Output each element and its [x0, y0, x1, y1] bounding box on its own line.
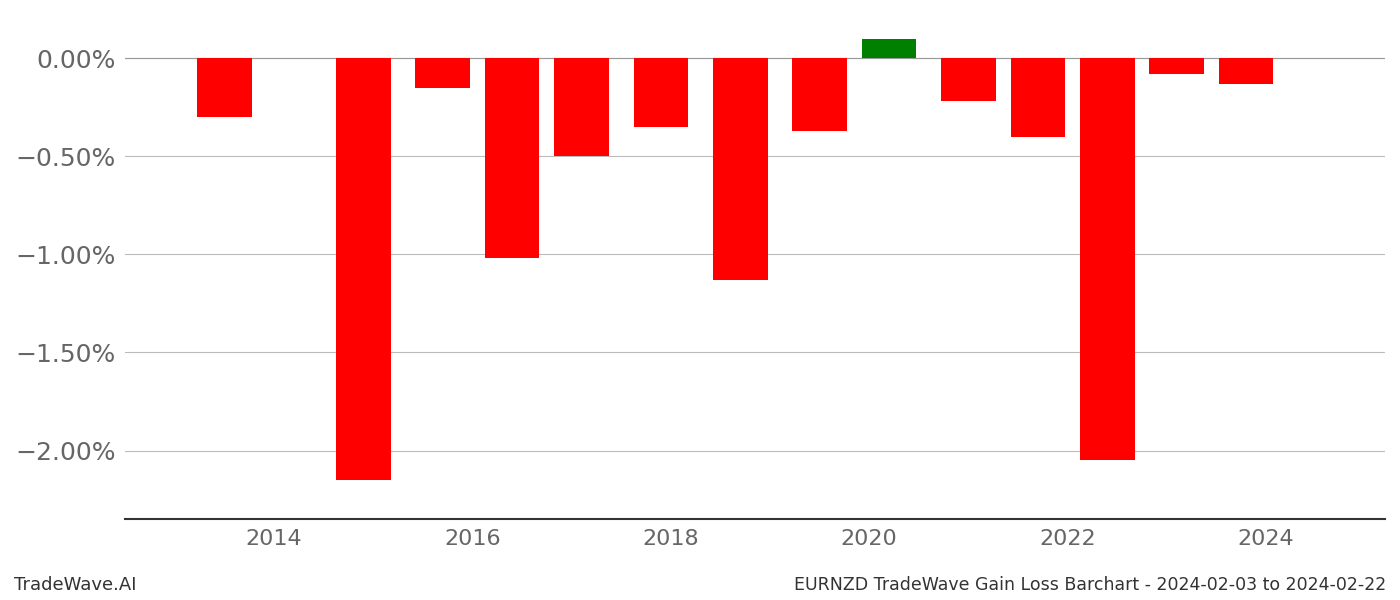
Bar	[1011, 58, 1065, 137]
Bar	[1149, 58, 1204, 74]
Bar	[416, 58, 470, 88]
Bar	[336, 58, 391, 480]
Bar	[197, 58, 252, 117]
Text: EURNZD TradeWave Gain Loss Barchart - 2024-02-03 to 2024-02-22: EURNZD TradeWave Gain Loss Barchart - 20…	[794, 576, 1386, 594]
Bar	[1079, 58, 1134, 460]
Bar	[941, 58, 995, 101]
Text: TradeWave.AI: TradeWave.AI	[14, 576, 137, 594]
Bar	[484, 58, 539, 259]
Bar	[1219, 58, 1274, 83]
Bar	[862, 38, 917, 58]
Bar	[634, 58, 689, 127]
Bar	[554, 58, 609, 156]
Bar	[792, 58, 847, 131]
Bar	[713, 58, 767, 280]
